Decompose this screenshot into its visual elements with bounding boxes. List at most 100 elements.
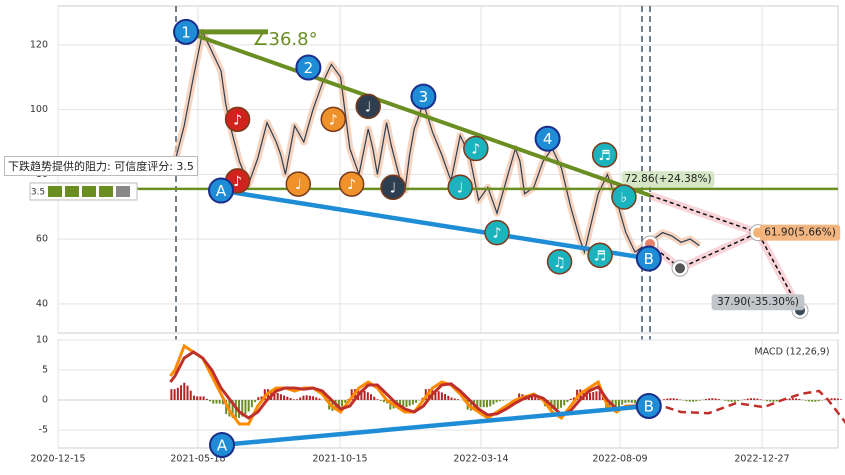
- macd-histogram-bar: [212, 400, 214, 404]
- x-tick-label: 2021-10-15: [312, 454, 367, 465]
- macd-histogram-bar: [663, 399, 665, 400]
- macd-histogram-bar: [776, 400, 778, 401]
- score-star-icon: [99, 186, 113, 197]
- macd-histogram-bar: [306, 395, 308, 400]
- macd-histogram-bar: [438, 391, 440, 400]
- price-y-tick-label: 60: [36, 234, 48, 245]
- wave-point-label: 2: [304, 59, 314, 77]
- macd-histogram-bar: [715, 398, 717, 400]
- forecast-label: 37.90(-35.30%): [717, 296, 799, 308]
- macd-histogram-bar: [183, 383, 185, 400]
- macd-histogram-bar: [502, 400, 504, 401]
- macd-histogram-bar: [711, 398, 713, 400]
- macd-histogram-bar: [215, 400, 217, 404]
- note-glyph: ♪: [471, 141, 480, 157]
- macd-histogram-bar: [753, 398, 755, 400]
- macd-histogram-bar: [818, 400, 820, 401]
- macd-y-tick-label: 10: [36, 335, 48, 346]
- macd-histogram-bar: [724, 400, 726, 401]
- macd-y-tick-label: 0: [42, 395, 48, 406]
- macd-histogram-bar: [296, 399, 298, 400]
- macd-histogram-bar: [447, 396, 449, 400]
- macd-histogram-bar: [312, 396, 314, 400]
- macd-histogram-bar: [718, 399, 720, 400]
- macd-histogram-bar: [686, 400, 688, 401]
- wave-point-label: A: [216, 182, 227, 200]
- forecast-label: 61.90(5.66%): [764, 227, 836, 239]
- macd-histogram-bar: [634, 400, 636, 403]
- macd-histogram-bar: [409, 400, 411, 406]
- score-mini-row: 3.5: [30, 183, 137, 200]
- macd-histogram-bar: [814, 400, 816, 402]
- macd-histogram-bar: [290, 398, 292, 400]
- macd-histogram-bar: [698, 400, 700, 401]
- macd-histogram-bar: [695, 400, 697, 401]
- macd-histogram-bar: [248, 400, 250, 412]
- x-tick-label: 2022-12-27: [734, 454, 789, 465]
- macd-histogram-bar: [244, 400, 246, 414]
- macd-histogram-bar: [673, 398, 675, 400]
- macd-histogram-bar: [811, 400, 813, 402]
- macd-histogram-bar: [705, 399, 707, 400]
- macd-histogram-bar: [689, 400, 691, 402]
- macd-histogram-bar: [177, 388, 179, 400]
- macd-histogram-bar: [444, 394, 446, 400]
- macd-histogram-bar: [441, 392, 443, 400]
- macd-histogram-bar: [193, 396, 195, 400]
- macd-histogram-bar: [383, 400, 385, 402]
- wave-point-label: 3: [419, 88, 429, 106]
- score-star-icon: [65, 186, 79, 197]
- macd-histogram-bar: [624, 400, 626, 403]
- angle-label: ∠36.8°: [252, 29, 317, 50]
- macd-histogram-bar: [737, 400, 739, 401]
- macd-histogram-bar: [412, 400, 414, 405]
- macd-histogram-bar: [254, 400, 256, 402]
- macd-histogram-bar: [196, 396, 198, 400]
- macd-histogram-bar: [489, 400, 491, 406]
- macd-histogram-bar: [496, 400, 498, 402]
- macd-histogram-bar: [380, 400, 382, 401]
- macd-histogram-bar: [315, 397, 317, 400]
- score-star-icon: [48, 186, 62, 197]
- note-glyph: ♩: [365, 99, 372, 115]
- macd-histogram-bar: [560, 400, 562, 408]
- macd-histogram-bar: [628, 400, 630, 402]
- macd-histogram-bar: [773, 400, 775, 402]
- note-glyph: ♬: [598, 148, 611, 164]
- note-glyph: ♩: [390, 180, 397, 196]
- macd-histogram-bar: [480, 400, 482, 407]
- macd-histogram-bar: [670, 398, 672, 400]
- macd-histogram-bar: [203, 396, 205, 400]
- macd-histogram-bar: [302, 396, 304, 400]
- macd-histogram-bar: [831, 398, 833, 400]
- macd-histogram-bar: [795, 398, 797, 400]
- macd-histogram-bar: [499, 400, 501, 401]
- macd-histogram-bar: [219, 400, 221, 404]
- macd-histogram-bar: [563, 400, 565, 405]
- macd-histogram-bar: [483, 400, 485, 407]
- macd-histogram-bar: [750, 398, 752, 400]
- score-star-icon: [116, 186, 130, 197]
- macd-histogram-bar: [676, 399, 678, 400]
- macd-histogram-bar: [557, 400, 559, 409]
- macd-histogram-bar: [789, 398, 791, 400]
- macd-histogram-bar: [798, 399, 800, 400]
- score-star-icon: [82, 186, 96, 197]
- macd-histogram-bar: [187, 386, 189, 400]
- score-mini-label: 3.5: [31, 188, 45, 198]
- macd-histogram-bar: [708, 398, 710, 400]
- macd-histogram-bar: [309, 396, 311, 400]
- macd-histogram-bar: [373, 397, 375, 400]
- macd-histogram-bar: [367, 392, 369, 400]
- note-glyph: ♩: [457, 180, 464, 196]
- macd-histogram-bar: [170, 389, 172, 400]
- macd-histogram-bar: [293, 399, 295, 400]
- macd-histogram-bar: [180, 385, 182, 400]
- macd-histogram-bar: [621, 400, 623, 405]
- macd-histogram-bar: [760, 399, 762, 400]
- macd-point-label: A: [217, 437, 228, 455]
- macd-histogram-bar: [190, 391, 192, 400]
- macd-histogram-bar: [837, 399, 839, 400]
